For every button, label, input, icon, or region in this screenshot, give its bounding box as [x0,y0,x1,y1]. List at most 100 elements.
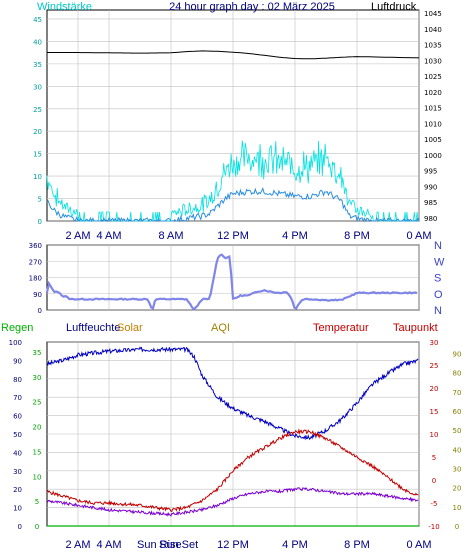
humidity-tick-label: 50 [13,431,22,439]
rain-tick-label: 25 [33,399,42,407]
pressure-tick-label: 1005 [424,136,442,144]
wind-tick-label: 15 [33,151,42,159]
legend-aqi: AQI [211,322,230,334]
humidity-tick-label: 30 [13,468,22,476]
wind-tick-label: 0 [38,218,42,226]
pressure-tick-label: 985 [424,199,437,207]
rain-tick-label: 5 [35,498,39,506]
temperature-tick-label: 10 [430,431,439,439]
time-tick-label: 4 AM [96,539,121,551]
aqi-tick-label: 40 [453,446,462,454]
humidity-tick-label: 80 [13,376,22,384]
wind-tick-label: 45 [33,16,42,24]
legend-rain: Regen [1,322,33,334]
pressure-tick-label: 1045 [424,10,442,18]
humidity-tick-label: 20 [13,486,22,494]
time-tick-label: 0 AM [406,539,431,551]
wind-direction-trace [45,253,418,311]
time-tick-label: 2 AM [65,230,90,242]
compass-label: N [434,305,442,317]
temperature-tick-label: -10 [428,523,439,531]
temperature-tick-label: 20 [430,385,439,393]
temperature-tick-label: -5 [431,500,438,508]
time-axis-bottom: 2 AM 4 AM 12 PM 4 PM 8 PM 0 AM [65,539,431,551]
pressure-tick-label: 1035 [424,42,442,50]
solar-series [186,345,311,526]
compass-label: W [434,256,445,268]
wind-tick-label: 30 [33,83,42,91]
wind-average-line [46,186,420,223]
pressure-axis-label: Luftdruck [371,1,417,13]
wind-axis-label: Windstärke [37,1,92,13]
time-tick-label: 4 PM [282,539,308,551]
humidity-tick-label: 10 [13,505,22,513]
wind-pressure-series [46,50,420,223]
rain-tick-label: 15 [33,448,42,456]
aqi-tick-label: 20 [453,485,462,493]
temperature-tick-label: 25 [430,362,439,370]
pressure-tick-label: 1010 [424,120,442,128]
pressure-tick-label: 1015 [424,105,442,113]
wind-tick-label: 25 [33,106,42,114]
legend-solar: Solar [117,322,143,334]
direction-degree-label: 0 [38,307,42,315]
graph-title: 24 hour graph day : 02 März 2025 [169,1,335,13]
temp-humidity-series [46,346,419,527]
humidity-tick-label: 70 [13,394,22,402]
temperature-tick-label: 0 [432,477,436,485]
compass-label: O [434,289,443,301]
temp-humidity-axis-ticks: 010203040506070809010005101520253035-10-… [9,339,462,531]
pressure-tick-label: 990 [424,183,437,191]
rain-tick-label: 10 [33,473,42,481]
time-tick-label: 12 PM [217,230,249,242]
pressure-tick-label: 1020 [424,89,442,97]
humidity-tick-label: 60 [13,413,22,421]
legend-humidity: Luftfeuchte [66,322,120,334]
temperature-tick-label: 15 [430,408,439,416]
time-tick-label: 2 AM [65,539,90,551]
aqi-tick-label: 90 [453,351,462,359]
compass-label: N [434,240,442,252]
pressure-tick-label: 1025 [424,73,442,81]
time-tick-label: 4 PM [282,230,308,242]
wind-tick-label: 35 [33,61,42,69]
time-tick-label: 8 AM [158,230,183,242]
temperature-line [46,428,419,512]
humidity-tick-label: 40 [13,449,22,457]
sun-rise-label: Sun Rise [137,539,182,551]
aqi-tick-label: 80 [453,370,462,378]
time-tick-label: 12 PM [217,539,249,551]
aqi-tick-label: 10 [453,504,462,512]
aqi-tick-label: 0 [455,523,459,531]
rain-tick-label: 35 [33,349,42,357]
pressure-tick-label: 980 [424,215,437,223]
pressure-line [47,50,420,60]
time-tick-label: 8 PM [344,539,370,551]
aqi-tick-label: 60 [453,408,462,416]
temperature-tick-label: 30 [430,339,439,347]
dewpoint-line [46,487,419,517]
direction-series [45,253,418,311]
time-axis-top: 2 AM 4 AM 8 AM 12 PM 4 PM 8 PM 0 AM [65,230,431,242]
wind-tick-label: 5 [38,196,42,204]
humidity-line [46,346,419,441]
time-tick-label: 8 PM [344,230,370,242]
compass-label: S [434,273,441,285]
pressure-tick-label: 1000 [424,152,442,160]
legend-dewpoint: Taupunkt [393,322,438,334]
aqi-tick-label: 50 [453,427,462,435]
humidity-tick-label: 100 [9,339,22,347]
pressure-tick-label: 1040 [424,26,442,34]
humidity-tick-label: 90 [13,357,22,365]
wind-gust-line [46,140,419,222]
rain-tick-label: 20 [33,424,42,432]
wind-axis-ticks: 0 5 10 15 20 25 30 35 40 45 [33,16,42,226]
time-tick-label: 4 AM [96,230,121,242]
rain-tick-label: 30 [33,374,42,382]
legend-temperature: Temperatur [313,322,369,334]
rain-tick-label: 0 [35,523,39,531]
time-tick-label: 0 AM [406,230,431,242]
direction-degree-label: 90 [33,291,42,299]
